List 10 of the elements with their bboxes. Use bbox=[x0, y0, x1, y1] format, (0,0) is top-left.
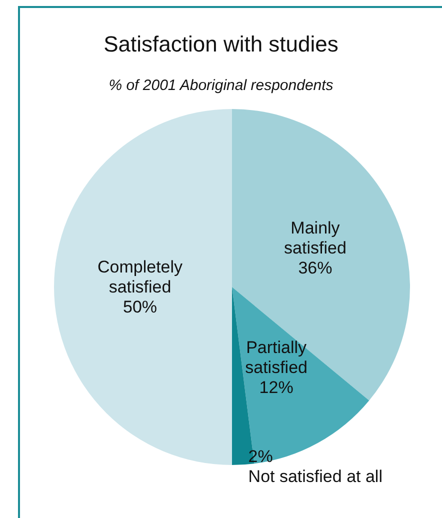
data-label: 50% bbox=[122, 298, 158, 316]
slice-label: Not satisfied at all bbox=[248, 467, 382, 486]
slice-label: Partially satisfied bbox=[245, 338, 308, 378]
slice-label: Completely satisfied bbox=[97, 258, 184, 296]
data-label: 2% bbox=[248, 447, 273, 466]
data-label: 36% bbox=[298, 258, 332, 278]
chart-subtitle: % of 2001 Aboriginal respondents bbox=[108, 77, 334, 94]
chart-title: Satisfaction with studies bbox=[104, 32, 338, 56]
data-label: 12% bbox=[259, 378, 294, 398]
slice-label: Mainly satisfied bbox=[284, 218, 346, 258]
